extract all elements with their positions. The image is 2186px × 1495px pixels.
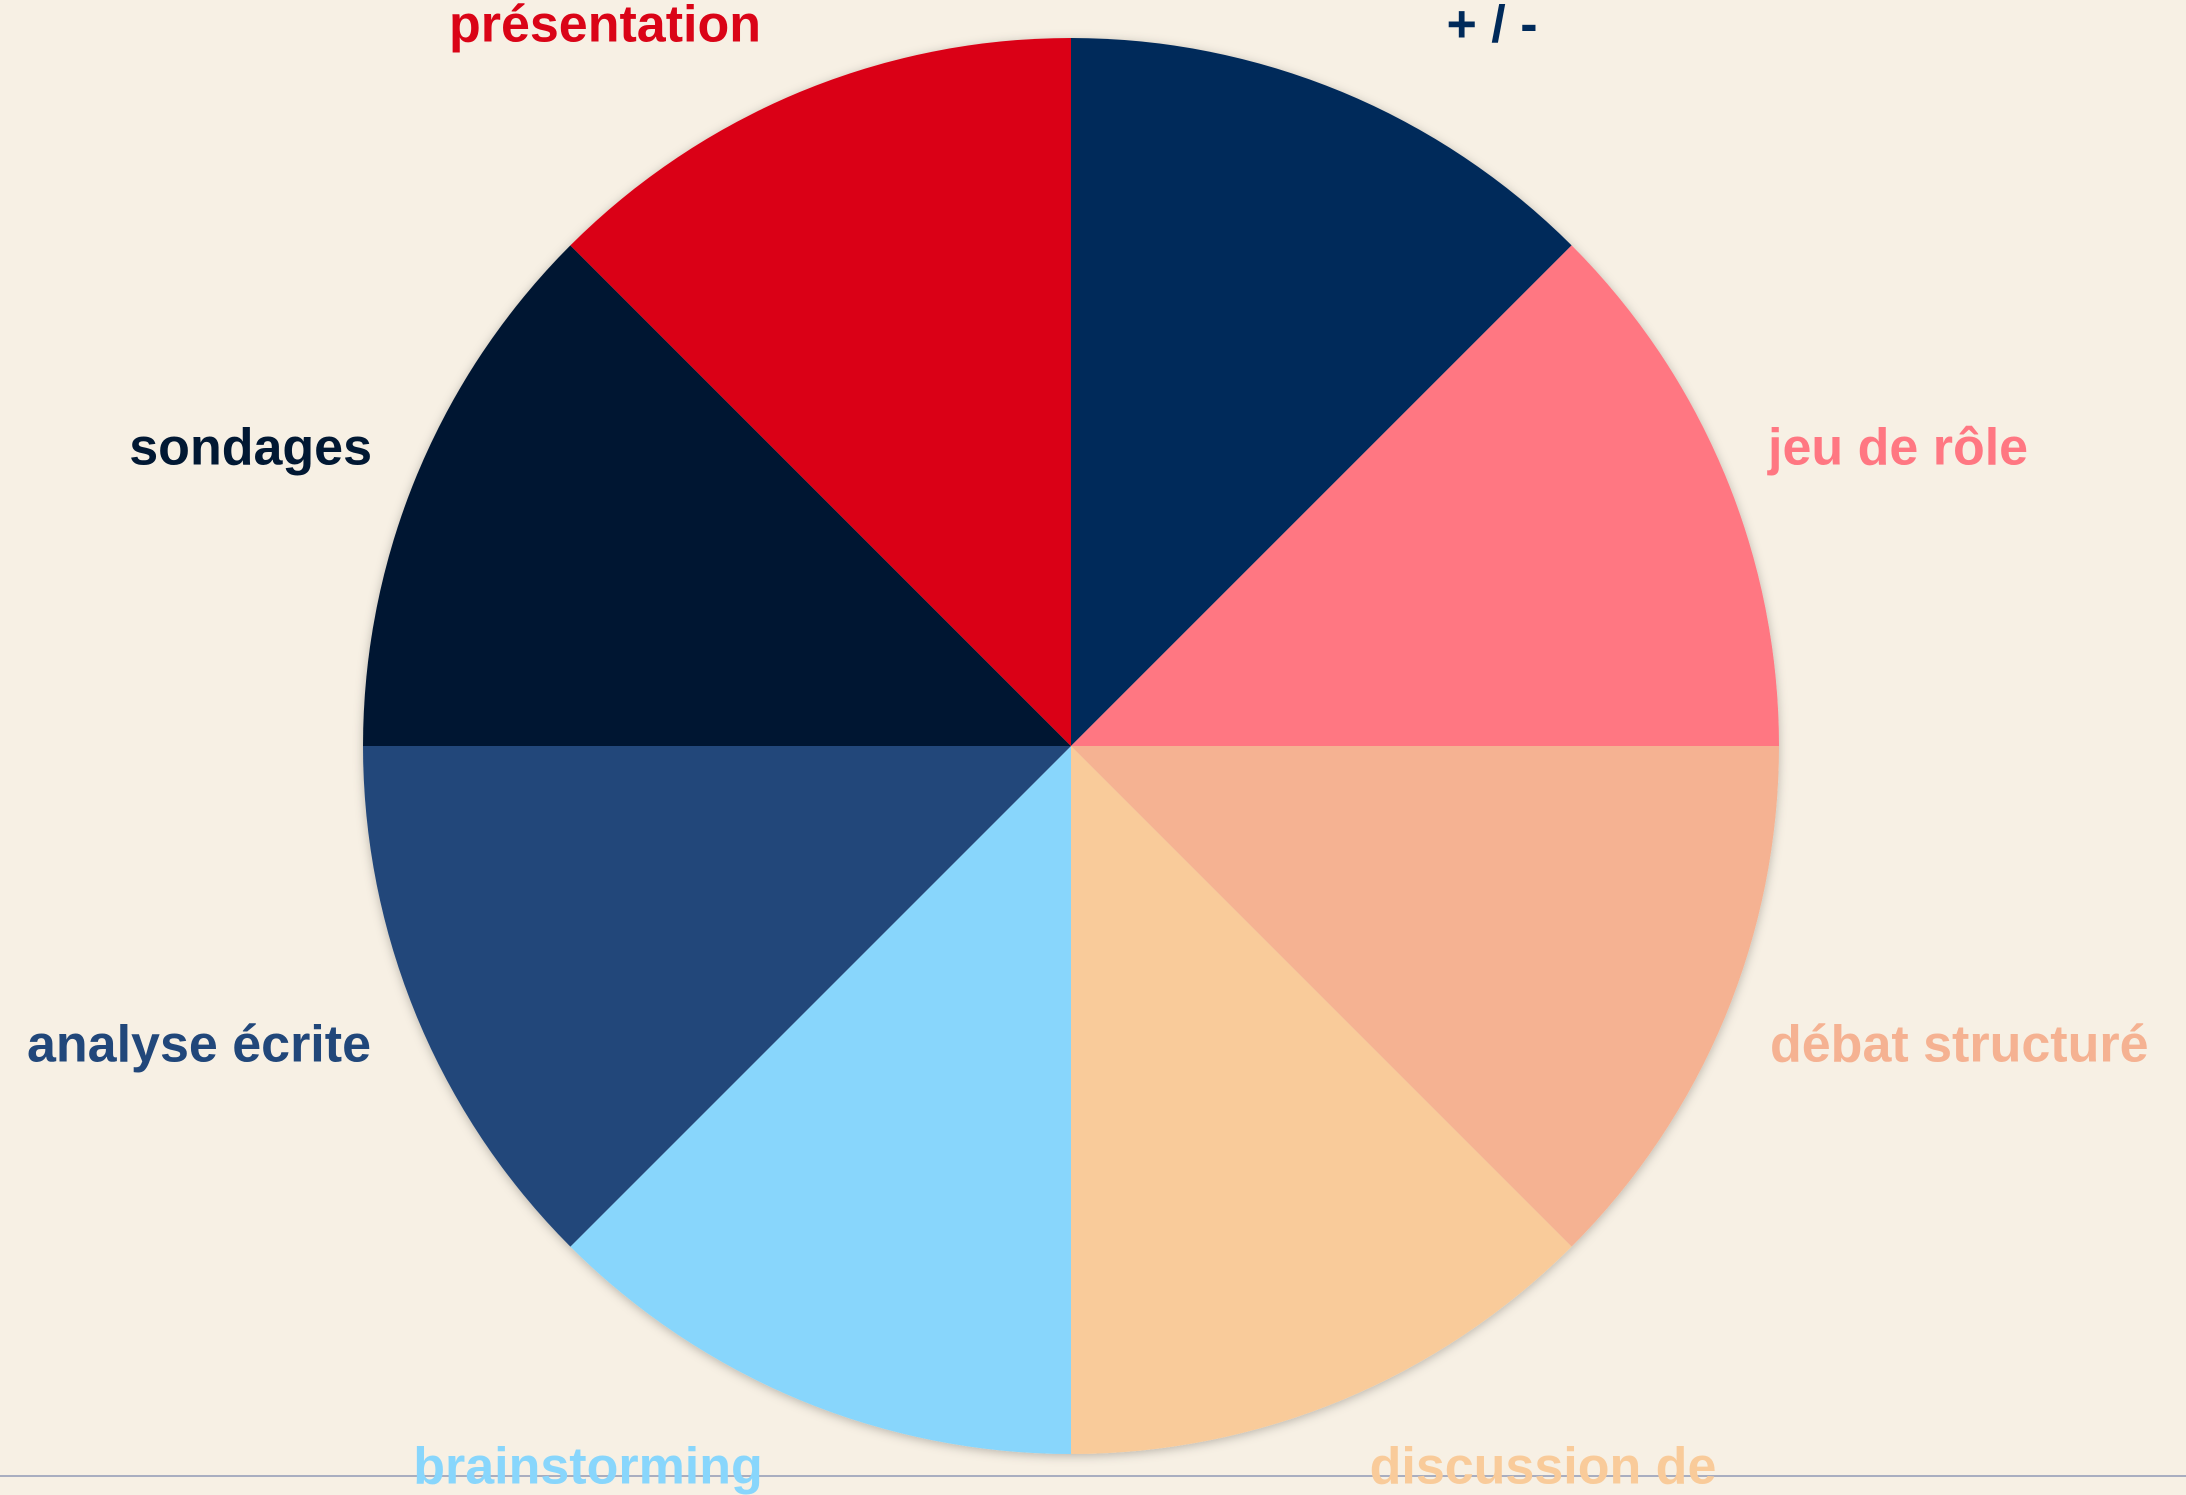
slice-label: sondages: [129, 419, 372, 477]
pie-slice: [1071, 746, 1779, 1247]
pie-slice: [363, 245, 1071, 746]
slice-label: + / -: [1446, 0, 1537, 54]
pie-slice: [1071, 38, 1572, 746]
pie: [363, 38, 1779, 1454]
pie-slice: [363, 746, 1071, 1247]
slice-label: débat structuré: [1770, 1016, 2149, 1074]
slice-label: brainstorming: [413, 1438, 763, 1495]
slice-label: présentation: [449, 0, 761, 54]
slice-label: discussion de: [1370, 1438, 1717, 1495]
pie-slice: [1071, 746, 1572, 1454]
slice-label: analyse écrite: [27, 1016, 371, 1074]
pie-slice: [570, 38, 1071, 746]
labels: + / - jeu de rôle débat structuré discussio…: [27, 0, 2149, 1495]
slice-label: jeu de rôle: [1767, 419, 2028, 477]
pie-slice: [1071, 245, 1779, 746]
pie-slice: [570, 746, 1071, 1454]
